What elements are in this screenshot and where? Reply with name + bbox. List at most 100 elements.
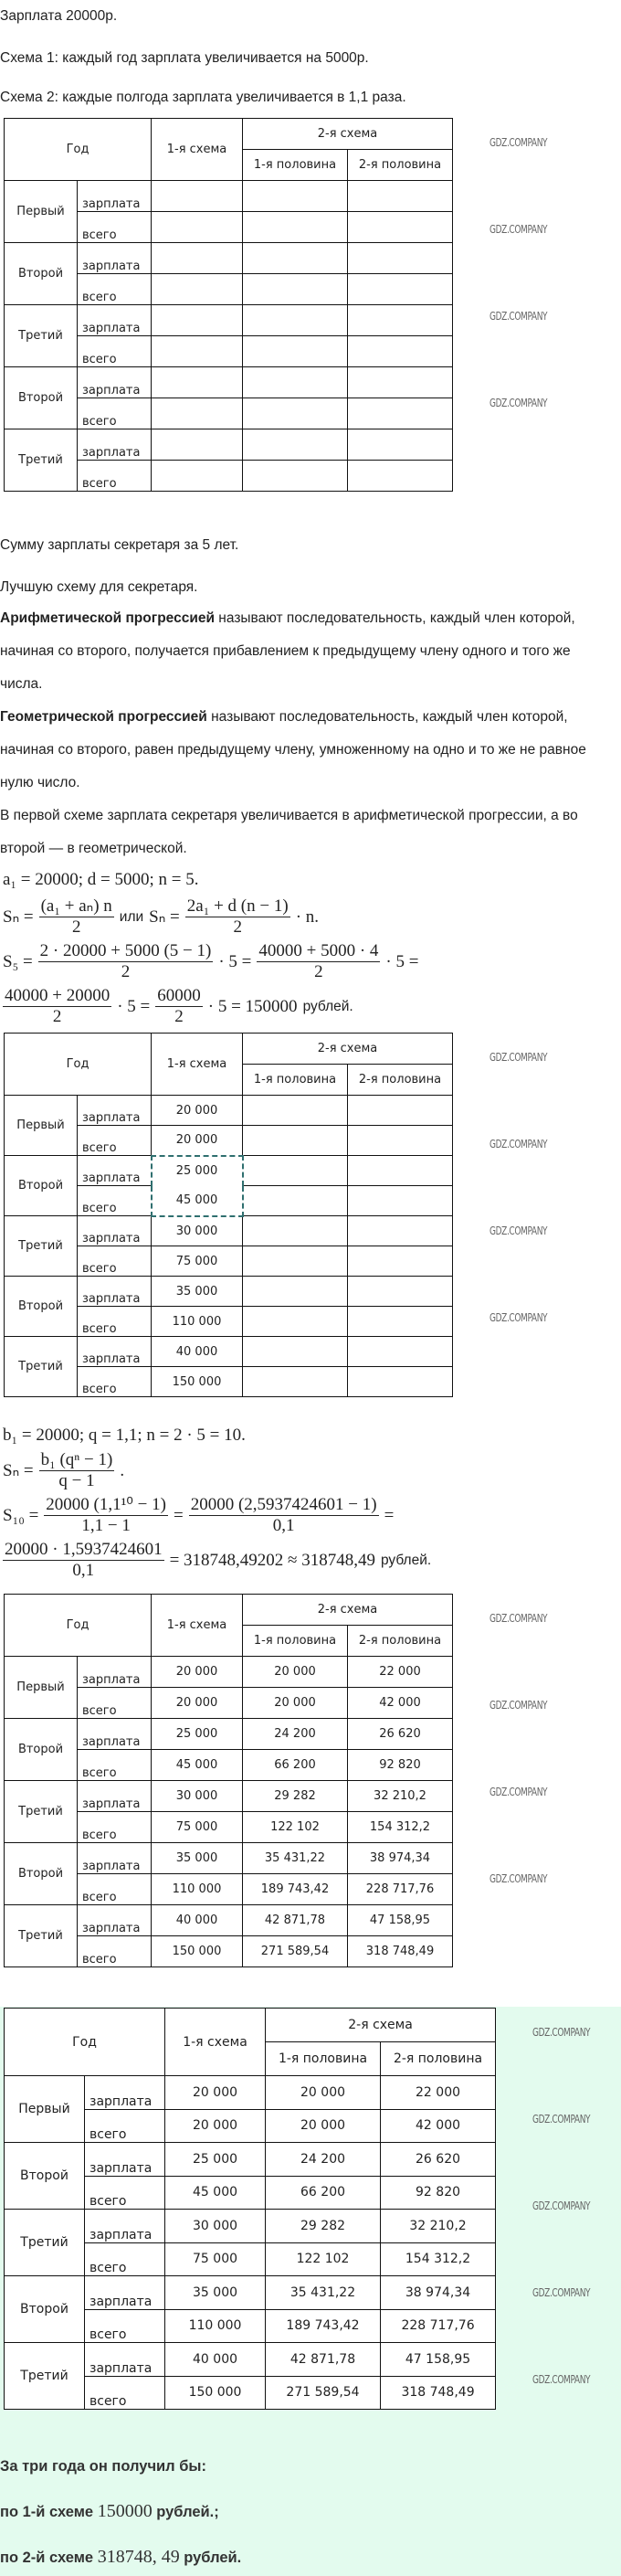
year-cell: Третий — [4, 2209, 85, 2276]
header-row-halves: 1-я половина 2-я половина — [5, 2041, 497, 2076]
year-cell: Первый — [4, 2075, 85, 2143]
year-cell: Третий — [4, 1336, 78, 1397]
half2-cell: 318 748,49 — [380, 2375, 497, 2410]
half2-cell: 92 820 — [380, 2175, 497, 2210]
half1-cell: 24 200 — [242, 1718, 348, 1750]
half2-cell — [347, 1306, 453, 1337]
answer-salary-table: Год 1-я схема 2-я схема 1-я половина 2-я пол… — [3, 2008, 497, 2410]
half1-cell — [242, 242, 348, 274]
conclusion-scheme2-prefix: по 2-й схеме — [0, 2549, 98, 2566]
row-label: всего — [77, 273, 152, 305]
half1-cell: 42 871,78 — [265, 2342, 382, 2377]
half2-cell: 154 312,2 — [380, 2242, 497, 2276]
row-label: всего — [77, 460, 152, 492]
fraction: 20000 (2,5937424601 − 1) 0,1 — [188, 1495, 379, 1536]
row-label: зарплата — [77, 1095, 152, 1126]
scheme1-cell: 20 000 — [151, 1125, 243, 1156]
table-row: Третий зарплата — [4, 304, 453, 367]
half2-cell — [347, 366, 453, 398]
header-year: Год — [4, 1594, 152, 1657]
fraction-denominator: 2 — [174, 1007, 184, 1026]
half2-cell: 318 748,49 — [347, 1935, 453, 1967]
row-label: зарплата — [83, 2275, 166, 2310]
table-row: Первый зарплата 20 000 20 000 22 000 — [4, 2075, 497, 2143]
scheme1-cell: 40 000 — [151, 1336, 243, 1367]
fraction: 2 · 20000 + 5000 (5 − 1) 2 — [37, 941, 214, 982]
header-scheme2: 2-я схема — [242, 118, 453, 150]
half1-cell: 35 431,22 — [265, 2275, 382, 2310]
conclusion-scheme2-value: 318748, 49 — [97, 2547, 180, 2567]
arith-formula-2: Sₙ = (a₁ + aₙ) n 2 или Sₙ = 2a₁ + d (n − 1) 2 ·… — [0, 896, 621, 938]
half2-cell — [347, 429, 453, 461]
scheme1-cell: 110 000 — [151, 1873, 243, 1905]
year-cell: Первый — [4, 180, 78, 243]
conclusion-scheme1-suffix: рублей.; — [152, 2504, 219, 2520]
arithmetic-definition: Арифметической прогрессией называют посл… — [0, 602, 614, 701]
half1-cell — [242, 1095, 348, 1126]
scheme1-cell — [151, 304, 243, 336]
year-cell: Второй — [4, 242, 78, 305]
row-label: зарплата — [77, 1904, 152, 1936]
table-row: всего 150 000 — [5, 1366, 453, 1397]
table-row: Первый зарплата 20 000 20 000 22 000 — [4, 1656, 453, 1719]
half1-cell — [242, 304, 348, 336]
table-row: всего — [5, 335, 453, 367]
formula-text: · 5 = — [218, 951, 252, 971]
half1-cell — [242, 1276, 348, 1307]
row-label: всего — [77, 1185, 152, 1216]
header-scheme2: 2-я схема — [242, 1594, 453, 1626]
fraction-denominator: 2 — [71, 917, 81, 937]
half2-cell: 42 000 — [347, 1687, 453, 1719]
table-row: всего 45 000 66 200 92 820 — [5, 2175, 497, 2210]
formula-text: · 5 = 150000 — [207, 996, 298, 1016]
scheme1-cell — [151, 460, 243, 492]
row-label: всего — [77, 398, 152, 429]
geom-formula-2: Sₙ = b₁ (qⁿ − 1) q − 1. — [0, 1450, 621, 1491]
conclusion-intro: За три года он получил бы: — [0, 2458, 207, 2475]
table-row: Первый зарплата — [4, 180, 453, 243]
fraction-numerator: b₁ (qⁿ − 1) — [38, 1450, 115, 1471]
half2-cell — [347, 180, 453, 212]
scheme1-cell: 20 000 — [164, 2108, 267, 2143]
scheme1-cell: 45 000 — [150, 1185, 244, 1217]
scheme1-cell: 75 000 — [151, 1811, 243, 1843]
half2-cell: 32 210,2 — [380, 2209, 497, 2243]
conclusion-scheme1: по 1-й схеме 150000 рублей.; — [0, 2500, 621, 2523]
fraction-numerator: 40000 + 20000 — [3, 986, 112, 1007]
row-label: всего — [77, 1749, 152, 1781]
row-label: зарплата — [77, 242, 152, 274]
half1-cell — [242, 460, 348, 492]
row-label: всего — [83, 2375, 166, 2410]
row-label: всего — [77, 211, 152, 243]
half1-cell: 66 200 — [265, 2175, 382, 2210]
half2-cell — [347, 1366, 453, 1397]
row-label: зарплата — [77, 1718, 152, 1750]
table-row: Третий зарплата 30 000 29 282 32 210,2 — [4, 2209, 497, 2276]
half1-cell: 20 000 — [265, 2108, 382, 2143]
scheme1-cell: 45 000 — [164, 2175, 267, 2210]
year-cell: Третий — [4, 1780, 78, 1843]
table-row: всего 75 000 122 102 154 312,2 — [5, 2242, 497, 2276]
fraction-numerator: 20000 · 1,5937424601 — [3, 1540, 164, 1561]
table-row: Третий зарплата — [4, 429, 453, 492]
full-salary-table: Год 1-я схема 2-я схема 1-я половина 2-я пол… — [4, 1594, 453, 1967]
header-year: Год — [4, 118, 152, 181]
geom-formula-4: 20000 · 1,5937424601 0,1 = 318748,49202 ≈ … — [0, 1540, 621, 1581]
row-label: зарплата — [77, 429, 152, 461]
half2-cell: 228 717,76 — [347, 1873, 453, 1905]
scheme1-cell: 35 000 — [151, 1276, 243, 1307]
half1-cell — [242, 1306, 348, 1337]
scheme1-cell — [151, 242, 243, 274]
geometric-definition-text: называют последовательность, каждый член… — [0, 709, 586, 790]
table-row: всего — [5, 460, 453, 492]
table-row: Третий зарплата 30 000 — [4, 1215, 453, 1277]
half1-cell — [242, 429, 348, 461]
year-cell: Второй — [4, 2275, 85, 2343]
salary-text: Зарплата 20000р. — [0, 8, 118, 24]
half2-cell: 154 312,2 — [347, 1811, 453, 1843]
row-label: зарплата — [77, 1155, 152, 1186]
year-cell: Третий — [4, 304, 78, 367]
header-half2: 2-я половина — [347, 1064, 453, 1096]
half1-cell — [242, 1246, 348, 1277]
